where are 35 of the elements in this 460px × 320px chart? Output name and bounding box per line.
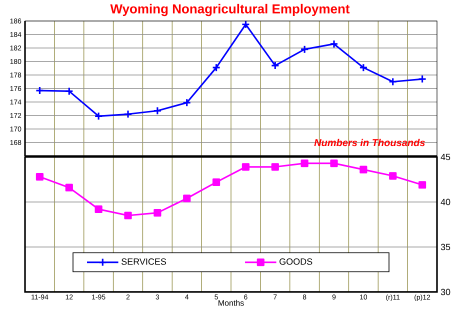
point <box>330 159 338 168</box>
point <box>124 110 132 118</box>
point <box>388 77 398 86</box>
chart-title: Wyoming Nonagricultural Employment <box>110 4 350 16</box>
point <box>124 212 132 220</box>
point <box>241 20 250 29</box>
y-tick-label: 45 <box>440 154 450 160</box>
y-tick-label: 35 <box>440 244 450 250</box>
point <box>389 172 397 180</box>
point <box>270 61 280 70</box>
point <box>242 163 250 171</box>
point <box>300 45 309 54</box>
legend-label: SERVICES <box>122 258 166 265</box>
point <box>182 98 192 107</box>
point <box>36 172 44 181</box>
point <box>65 184 73 192</box>
point <box>418 181 426 189</box>
legend-label: GOODS <box>280 258 312 265</box>
point <box>153 106 162 116</box>
point <box>360 166 368 174</box>
point <box>94 112 103 120</box>
point <box>154 208 162 217</box>
point <box>359 63 368 72</box>
annotation: Numbers in Thousands <box>314 138 425 146</box>
point <box>330 40 338 48</box>
x-axis-title: Months <box>218 300 244 306</box>
point <box>212 63 221 72</box>
point <box>271 163 279 171</box>
point <box>94 205 102 213</box>
point <box>212 178 220 186</box>
point <box>64 86 74 96</box>
point <box>300 159 308 168</box>
y-tick-label: 40 <box>440 198 450 206</box>
y-tick-label: 30 <box>440 288 450 296</box>
point <box>183 194 191 202</box>
